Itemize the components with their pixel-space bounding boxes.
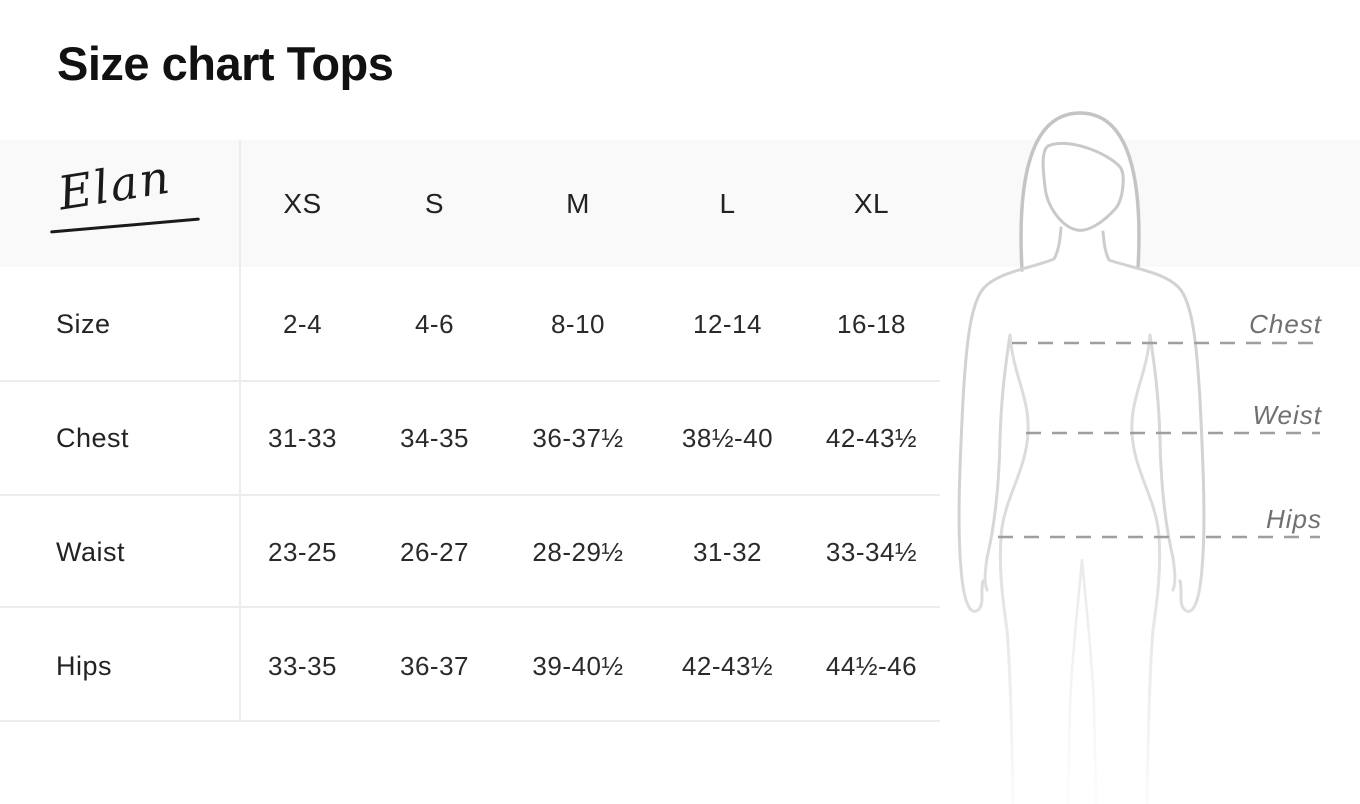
column-header-s: S bbox=[424, 187, 445, 219]
size-table: Elan XS S M L XL Size 2-4 4-6 8-10 12-14… bbox=[0, 140, 940, 723]
body-figure-illustration bbox=[940, 111, 1360, 804]
table-divider-1 bbox=[0, 380, 940, 382]
hips-value-l: 42-43½ bbox=[681, 650, 774, 681]
brand-logo-cell: Elan bbox=[0, 140, 240, 267]
waist-measure-label: Weist bbox=[1252, 400, 1322, 430]
row-label-size: Size bbox=[56, 308, 111, 339]
waist-value-xs: 23-25 bbox=[268, 536, 337, 567]
column-header-l: L bbox=[719, 187, 736, 219]
table-row-size: Size 2-4 4-6 8-10 12-14 16-18 bbox=[0, 267, 940, 381]
chest-value-l: 38½-40 bbox=[681, 422, 774, 453]
column-header-xl: XL bbox=[853, 187, 890, 219]
hips-value-m: 39-40½ bbox=[532, 650, 624, 681]
table-row-waist: Waist 23-25 26-27 28-29½ 31-32 33-34½ bbox=[0, 495, 940, 609]
size-value-xs: 2-4 bbox=[282, 308, 323, 339]
hips-measure-label: Hips bbox=[1265, 504, 1322, 534]
chest-value-s: 34-35 bbox=[400, 422, 469, 453]
row-label-hips: Hips bbox=[56, 650, 113, 681]
table-row-chest: Chest 31-33 34-35 36-37½ 38½-40 42-43½ bbox=[0, 381, 940, 495]
hips-value-xl: 44½-46 bbox=[825, 650, 918, 681]
size-table-header-row: Elan XS S M L XL bbox=[0, 140, 940, 267]
table-divider-3 bbox=[0, 606, 940, 608]
hips-value-xs: 33-35 bbox=[268, 650, 337, 681]
chest-value-xl: 42-43½ bbox=[825, 422, 918, 453]
chest-value-xs: 31-33 bbox=[268, 422, 337, 453]
table-row-hips: Hips 33-35 36-37 39-40½ 42-43½ 44½-46 bbox=[0, 609, 940, 723]
table-divider-2 bbox=[0, 494, 940, 496]
size-value-m: 8-10 bbox=[550, 308, 606, 339]
column-header-xs: XS bbox=[283, 187, 322, 219]
figure-face bbox=[1041, 141, 1125, 232]
table-divider-4 bbox=[0, 720, 940, 722]
row-label-chest: Chest bbox=[56, 422, 130, 453]
hips-value-s: 36-37 bbox=[400, 650, 469, 681]
page-title: Size chart Tops bbox=[57, 37, 394, 90]
waist-value-s: 26-27 bbox=[400, 536, 469, 567]
chest-value-m: 36-37½ bbox=[532, 422, 624, 453]
size-value-s: 4-6 bbox=[414, 308, 455, 339]
figure-hair bbox=[1019, 111, 1141, 272]
size-value-xl: 16-18 bbox=[837, 308, 906, 339]
column-header-m: M bbox=[566, 187, 590, 219]
table-vertical-divider bbox=[239, 140, 241, 721]
waist-value-xl: 33-34½ bbox=[825, 536, 918, 567]
chest-measure-label: Chest bbox=[1249, 309, 1322, 339]
row-label-waist: Waist bbox=[56, 536, 125, 567]
brand-logo-underline bbox=[50, 217, 200, 234]
brand-logo: Elan bbox=[54, 149, 175, 221]
waist-value-l: 31-32 bbox=[693, 536, 762, 567]
size-value-l: 12-14 bbox=[693, 308, 762, 339]
waist-value-m: 28-29½ bbox=[532, 536, 624, 567]
